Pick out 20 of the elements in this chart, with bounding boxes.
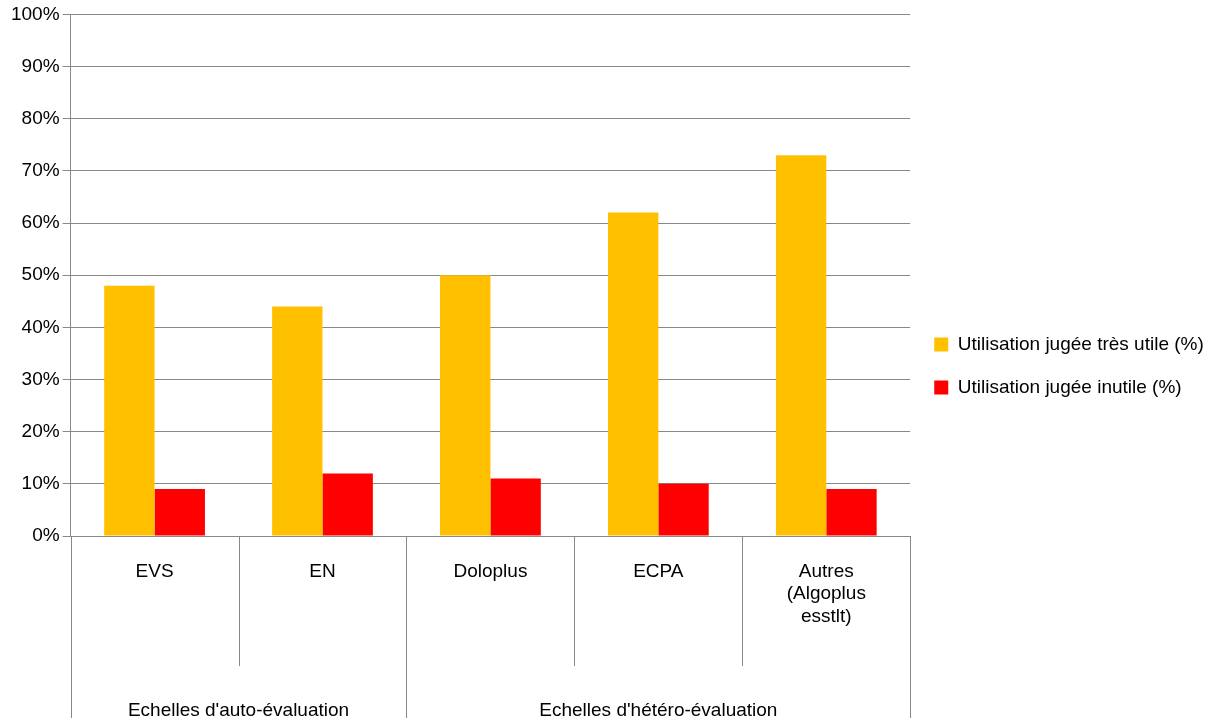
y-tick-label: 90% <box>21 54 60 76</box>
text: Echelles d'auto-évaluation <box>127 699 350 720</box>
legend-label: Utilisation jugée inutile (%) <box>957 375 1182 397</box>
y-tick-label: 30% <box>21 367 60 389</box>
y-tick-label: 50% <box>21 263 60 285</box>
y-tick-label: 40% <box>21 315 60 337</box>
x-tick-label: EVS <box>135 559 174 581</box>
y-tick-label: 10% <box>21 472 60 494</box>
y-tick-label: 60% <box>21 211 60 233</box>
y-tick-label: 80% <box>21 106 60 128</box>
x-tick-label: EN <box>309 559 336 581</box>
text: Echelles d'hétéro-évaluation <box>539 699 778 720</box>
x-tick-label: Doloplus <box>453 559 528 581</box>
y-tick-label: 20% <box>21 419 60 441</box>
x-tick-label: Autres (Algoplus esstlt) <box>786 559 866 627</box>
y-tick-label: 100% <box>10 2 60 24</box>
y-tick-label: 0% <box>32 524 60 546</box>
y-tick-label: 70% <box>21 159 60 181</box>
x-tick-label: ECPA <box>633 559 684 581</box>
legend-label: Utilisation jugée très utile (%) <box>957 332 1204 354</box>
